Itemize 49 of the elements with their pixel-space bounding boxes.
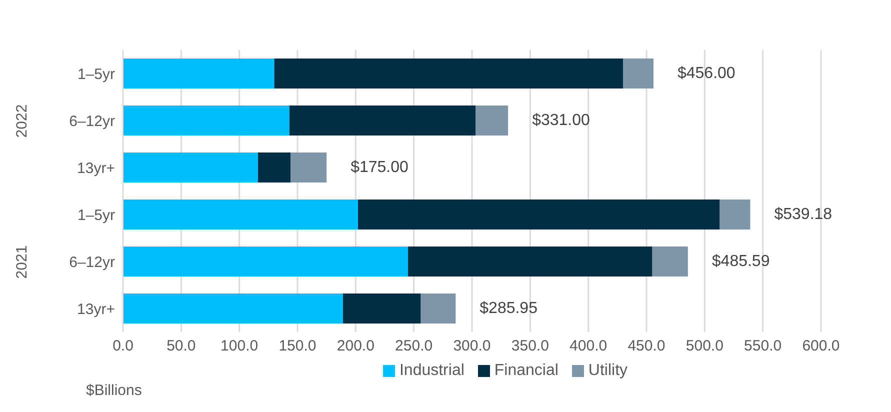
x-tick-label: 450.0: [628, 338, 666, 355]
bar: [289, 105, 476, 136]
x-tick-label: 200.0: [336, 338, 374, 355]
y-tick-label: 6–12yr: [69, 112, 115, 130]
y-tick-label: 1–5yr: [77, 66, 115, 83]
bar: [123, 152, 258, 182]
x-tick-label: 550.0: [744, 338, 782, 355]
y-tick-label: 1–5yr: [77, 206, 115, 224]
x-tick-label: 150.0: [278, 338, 316, 355]
bar: [123, 199, 358, 230]
bar: [123, 246, 408, 276]
y-tick-label: 13yr+: [77, 160, 116, 177]
x-tick-label: 300.0: [453, 338, 491, 355]
legend-label: Industrial: [398, 362, 464, 380]
bar: [342, 293, 421, 324]
x-tick-label: 0.0: [112, 338, 134, 355]
total-label: $175.00: [350, 158, 409, 176]
legend-label: Financial: [493, 362, 558, 380]
total-label: $539.18: [774, 206, 832, 223]
bar: [623, 58, 654, 88]
bar: [258, 152, 291, 182]
x-axis-title: $Billions: [86, 382, 142, 399]
bar: [123, 58, 274, 88]
bar: [720, 199, 750, 230]
bar: [358, 199, 720, 230]
bar: [652, 246, 688, 276]
bar: [475, 105, 508, 136]
bar: [123, 293, 343, 324]
text: 2022: [14, 104, 30, 138]
total-label: $285.95: [480, 300, 538, 317]
x-tick-label: 400.0: [570, 338, 608, 355]
bar: [274, 58, 624, 88]
x-tick-label: 100.0: [220, 338, 258, 355]
bar: [408, 246, 652, 276]
bar: [290, 152, 327, 182]
x-tick-label: 250.0: [395, 338, 433, 355]
x-tick-label: 600.0: [802, 338, 840, 355]
x-tick-label: 500.0: [686, 338, 724, 355]
x-tick-label: 50.0: [166, 338, 196, 355]
text: 2021: [14, 244, 30, 278]
y-tick-label: 13yr+: [77, 300, 116, 318]
bar: [420, 293, 456, 324]
total-label: $456.00: [677, 64, 736, 82]
y-tick-label: 6–12yr: [69, 254, 115, 271]
legend-label: Utility: [587, 362, 628, 380]
total-label: $331.00: [532, 112, 590, 129]
total-label: $485.59: [712, 252, 770, 270]
bar: [123, 105, 290, 136]
x-tick-label: 350.0: [511, 338, 549, 355]
